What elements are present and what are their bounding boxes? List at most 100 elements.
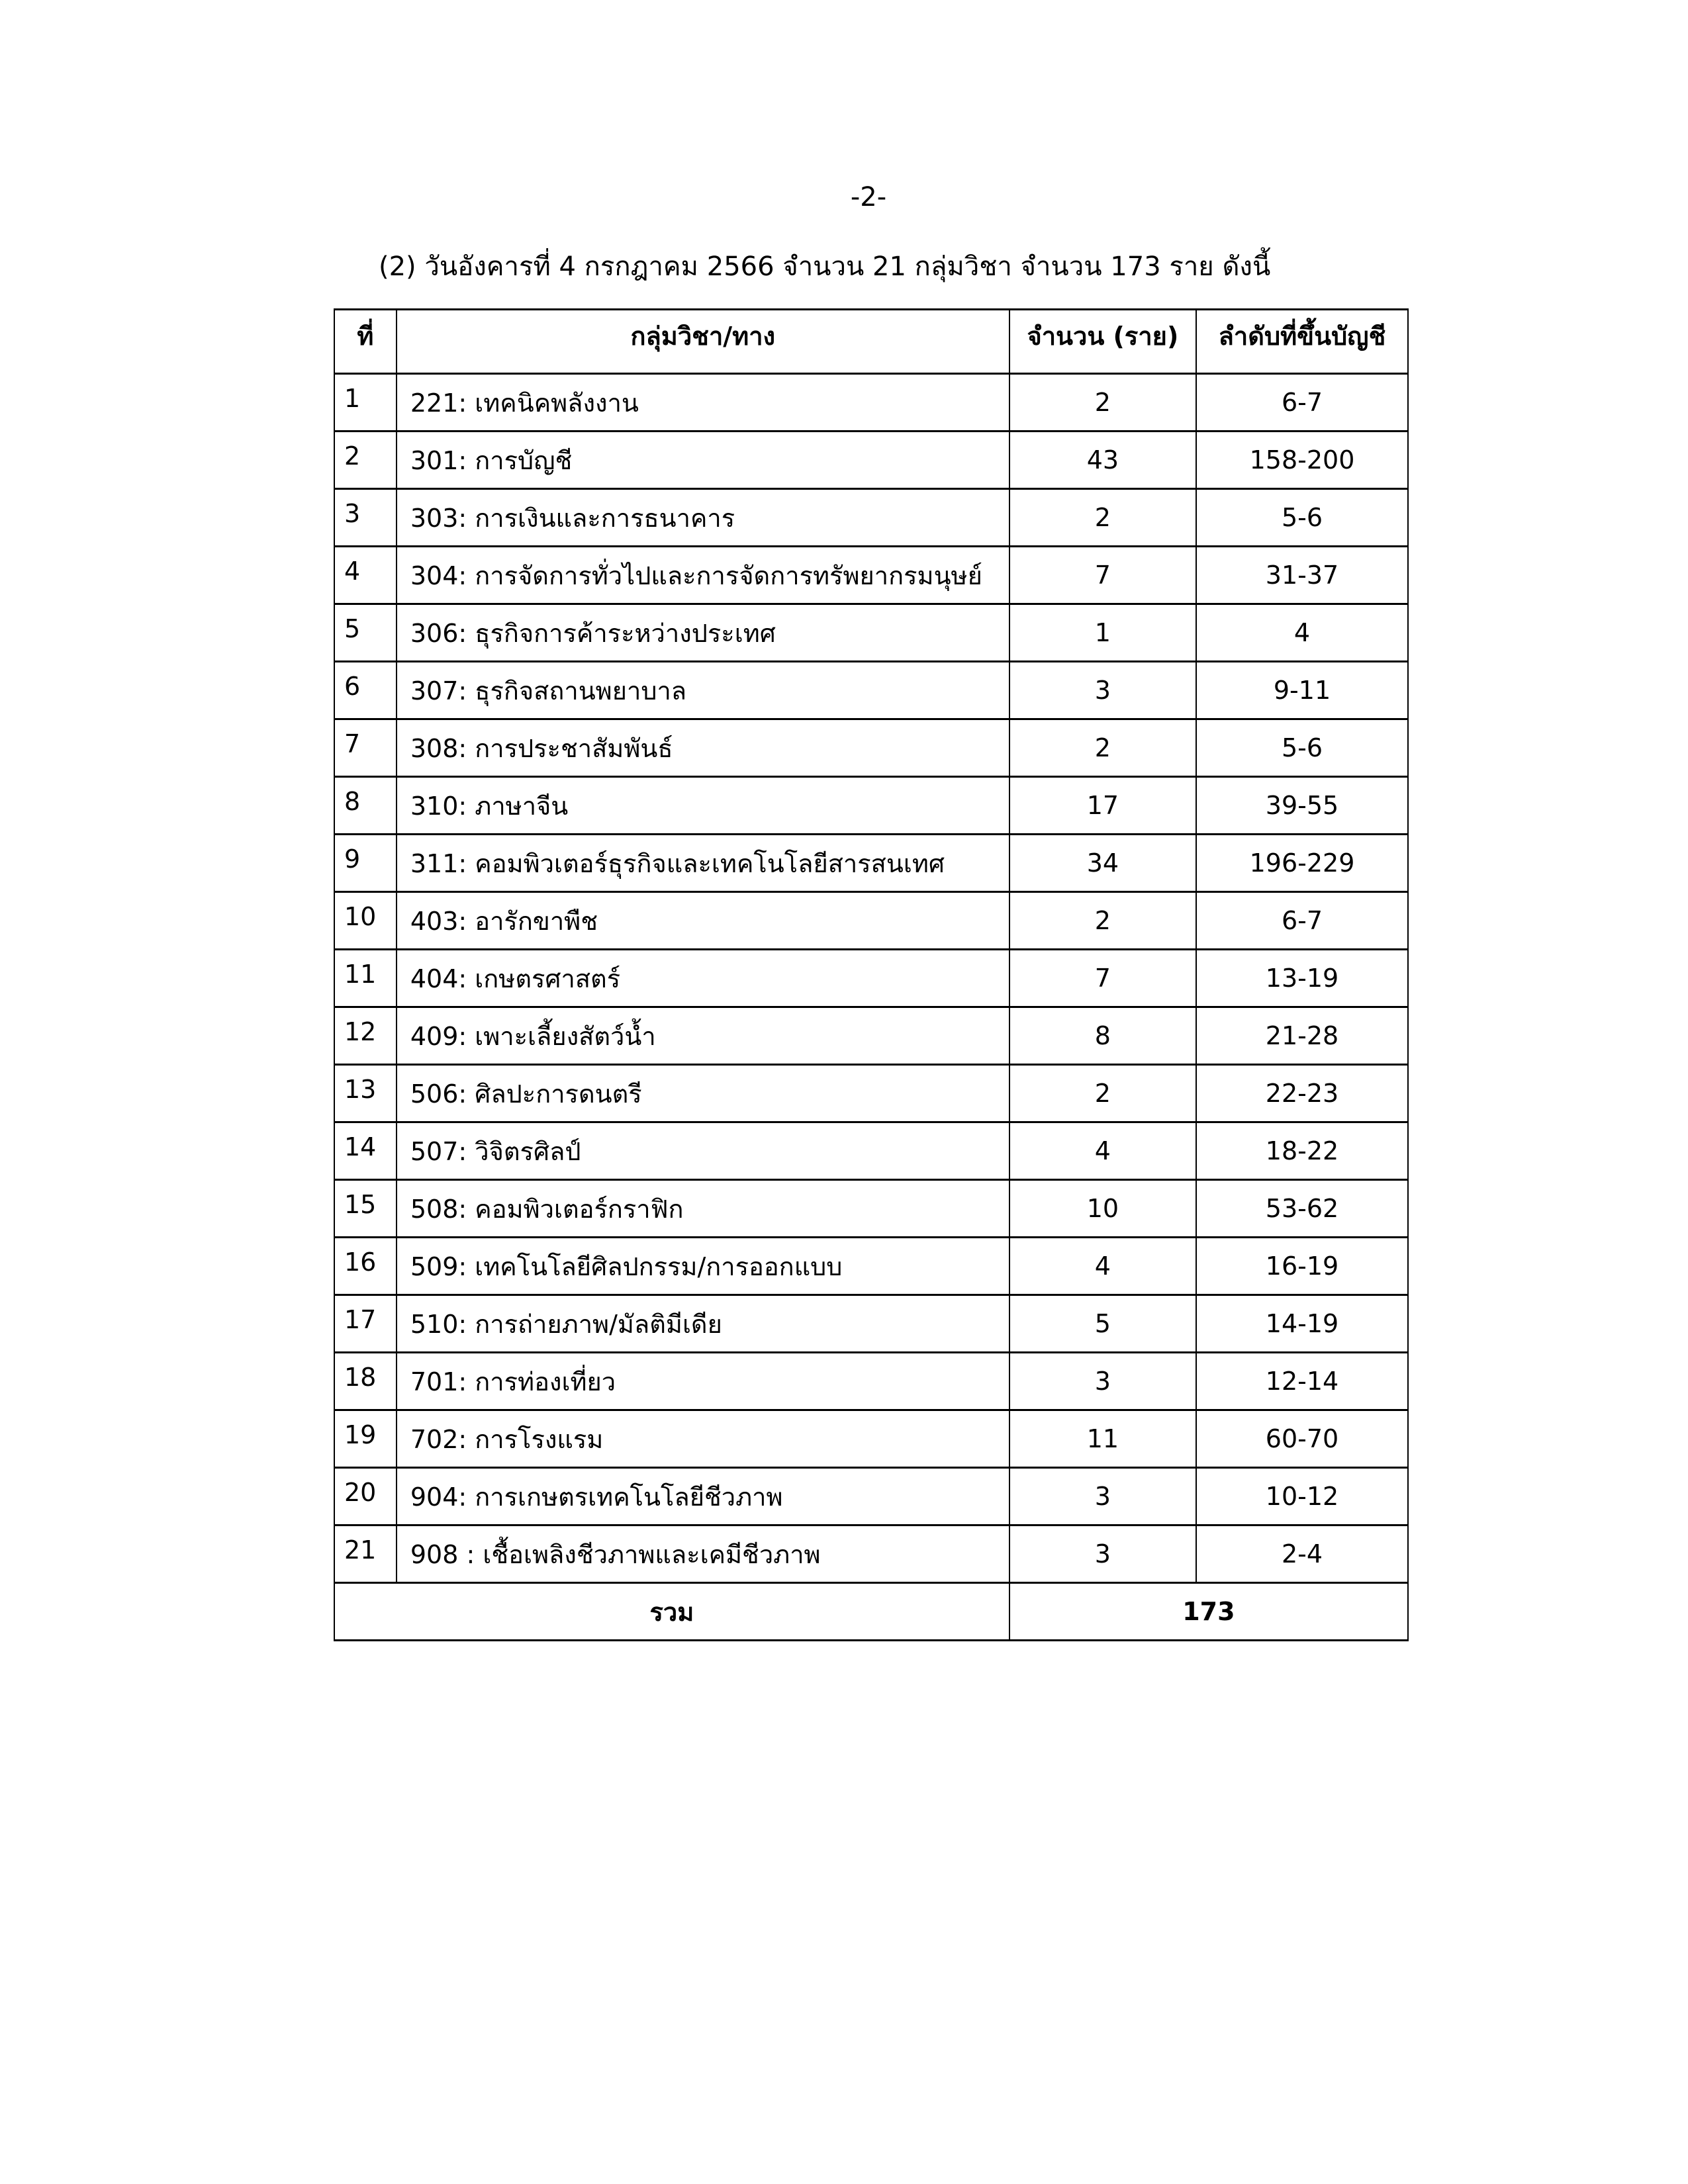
count: 10 <box>1008 1179 1197 1238</box>
row-number: 2 <box>334 430 397 490</box>
row-number: 7 <box>334 718 397 778</box>
enrollment-table: ที่ กลุ่มวิชา/ทาง จำนวน (ราย) ลำดับที่ขึ… <box>334 308 1409 1641</box>
count: 43 <box>1008 430 1197 490</box>
count: 34 <box>1008 833 1197 893</box>
table-row: 12 409: เพาะเลี้ยงสัตว์น้ำ 8 21-28 <box>334 1006 1409 1066</box>
count: 4 <box>1008 1236 1197 1296</box>
rank-range: 9-11 <box>1196 660 1409 720</box>
rank-range: 2-4 <box>1196 1524 1409 1584</box>
count: 2 <box>1008 373 1197 432</box>
count: 17 <box>1008 776 1197 835</box>
rank-range: 22-23 <box>1196 1064 1409 1123</box>
row-number: 17 <box>334 1294 397 1353</box>
rank-range: 39-55 <box>1196 776 1409 835</box>
subject-group: 702: การโรงแรม <box>395 1409 1010 1469</box>
row-number: 12 <box>334 1006 397 1066</box>
table-row: 16 509: เทคโนโลยีศิลปกรรม/การออกแบบ 4 16-19 <box>334 1236 1409 1296</box>
row-number: 4 <box>334 545 397 605</box>
subject-group: 510: การถ่ายภาพ/มัลติมีเดีย <box>395 1294 1010 1353</box>
subject-group: 311: คอมพิวเตอร์ธุรกิจและเทคโนโลยีสารสนเ… <box>395 833 1010 893</box>
subject-group: 509: เทคโนโลยีศิลปกรรม/การออกแบบ <box>395 1236 1010 1296</box>
subject-group: 908 : เชื้อเพลิงชีวภาพและเคมีชีวภาพ <box>395 1524 1010 1584</box>
table-row: 1 221: เทคนิคพลังงาน 2 6-7 <box>334 373 1409 432</box>
rank-range: 6-7 <box>1196 891 1409 950</box>
table-row: 11 404: เกษตรศาสตร์ 7 13-19 <box>334 948 1409 1008</box>
count: 5 <box>1008 1294 1197 1353</box>
row-number: 11 <box>334 948 397 1008</box>
row-number: 8 <box>334 776 397 835</box>
rank-range: 13-19 <box>1196 948 1409 1008</box>
page-number: -2- <box>850 182 887 212</box>
table-row: 6 307: ธุรกิจสถานพยาบาล 3 9-11 <box>334 660 1409 720</box>
row-number: 3 <box>334 488 397 547</box>
subject-group: 409: เพาะเลี้ยงสัตว์น้ำ <box>395 1006 1010 1066</box>
rank-range: 158-200 <box>1196 430 1409 490</box>
count: 1 <box>1008 603 1197 662</box>
subject-group: 304: การจัดการทั่วไปและการจัดการทรัพยากร… <box>395 545 1010 605</box>
count: 3 <box>1008 1467 1197 1526</box>
subject-group: 307: ธุรกิจสถานพยาบาล <box>395 660 1010 720</box>
rank-range: 5-6 <box>1196 718 1409 778</box>
table-row: 19 702: การโรงแรม 11 60-70 <box>334 1409 1409 1469</box>
count: 3 <box>1008 660 1197 720</box>
rank-range: 16-19 <box>1196 1236 1409 1296</box>
count: 3 <box>1008 1524 1197 1584</box>
table-row: 4 304: การจัดการทั่วไปและการจัดการทรัพยาก… <box>334 545 1409 605</box>
header-count: จำนวน (ราย) <box>1008 308 1197 375</box>
table-row: 5 306: ธุรกิจการค้าระหว่างประเทศ 1 4 <box>334 603 1409 662</box>
count: 2 <box>1008 488 1197 547</box>
count: 11 <box>1008 1409 1197 1469</box>
table-row: 18 701: การท่องเที่ยว 3 12-14 <box>334 1351 1409 1411</box>
table-row: 15 508: คอมพิวเตอร์กราฟิก 10 53-62 <box>334 1179 1409 1238</box>
table-row: 9 311: คอมพิวเตอร์ธุรกิจและเทคโนโลยีสารสน… <box>334 833 1409 893</box>
subject-group: 221: เทคนิคพลังงาน <box>395 373 1010 432</box>
row-number: 9 <box>334 833 397 893</box>
row-number: 18 <box>334 1351 397 1411</box>
subject-group: 308: การประชาสัมพันธ์ <box>395 718 1010 778</box>
rank-range: 196-229 <box>1196 833 1409 893</box>
rank-range: 18-22 <box>1196 1121 1409 1181</box>
row-number: 20 <box>334 1467 397 1526</box>
table-row: 10 403: อารักขาพืช 2 6-7 <box>334 891 1409 950</box>
row-number: 15 <box>334 1179 397 1238</box>
subject-group: 701: การท่องเที่ยว <box>395 1351 1010 1411</box>
row-number: 5 <box>334 603 397 662</box>
table-row: 7 308: การประชาสัมพันธ์ 2 5-6 <box>334 718 1409 778</box>
count: 2 <box>1008 718 1197 778</box>
count: 8 <box>1008 1006 1197 1066</box>
total-label: รวม <box>334 1582 1010 1641</box>
row-number: 1 <box>334 373 397 432</box>
table-row: 14 507: วิจิตรศิลป์ 4 18-22 <box>334 1121 1409 1181</box>
count: 3 <box>1008 1351 1197 1411</box>
table-row: 17 510: การถ่ายภาพ/มัลติมีเดีย 5 14-19 <box>334 1294 1409 1353</box>
table-row: 8 310: ภาษาจีน 17 39-55 <box>334 776 1409 835</box>
rank-range: 5-6 <box>1196 488 1409 547</box>
count: 7 <box>1008 545 1197 605</box>
row-number: 19 <box>334 1409 397 1469</box>
count: 4 <box>1008 1121 1197 1181</box>
header-subject-group: กลุ่มวิชา/ทาง <box>395 308 1010 375</box>
total-row: รวม 173 <box>334 1582 1409 1641</box>
count: 2 <box>1008 891 1197 950</box>
rank-range: 14-19 <box>1196 1294 1409 1353</box>
header-rank-range: ลำดับที่ขึ้นบัญชี <box>1196 308 1409 375</box>
rank-range: 60-70 <box>1196 1409 1409 1469</box>
subject-group: 403: อารักขาพืช <box>395 891 1010 950</box>
rank-range: 53-62 <box>1196 1179 1409 1238</box>
rank-range: 21-28 <box>1196 1006 1409 1066</box>
row-number: 10 <box>334 891 397 950</box>
intro-paragraph: (2) วันอังคารที่ 4 กรกฎาคม 2566 จำนวน 21… <box>379 251 1271 282</box>
table-row: 13 506: ศิลปะการดนตรี 2 22-23 <box>334 1064 1409 1123</box>
subject-group: 904: การเกษตรเทคโนโลยีชีวภาพ <box>395 1467 1010 1526</box>
row-number: 21 <box>334 1524 397 1584</box>
rank-range: 12-14 <box>1196 1351 1409 1411</box>
subject-group: 507: วิจิตรศิลป์ <box>395 1121 1010 1181</box>
subject-group: 404: เกษตรศาสตร์ <box>395 948 1010 1008</box>
row-number: 6 <box>334 660 397 720</box>
count: 2 <box>1008 1064 1197 1123</box>
row-number: 13 <box>334 1064 397 1123</box>
subject-group: 506: ศิลปะการดนตรี <box>395 1064 1010 1123</box>
table-row: 3 303: การเงินและการธนาคาร 2 5-6 <box>334 488 1409 547</box>
subject-group: 303: การเงินและการธนาคาร <box>395 488 1010 547</box>
table-row: 21 908 : เชื้อเพลิงชีวภาพและเคมีชีวภาพ 3 2-… <box>334 1524 1409 1584</box>
